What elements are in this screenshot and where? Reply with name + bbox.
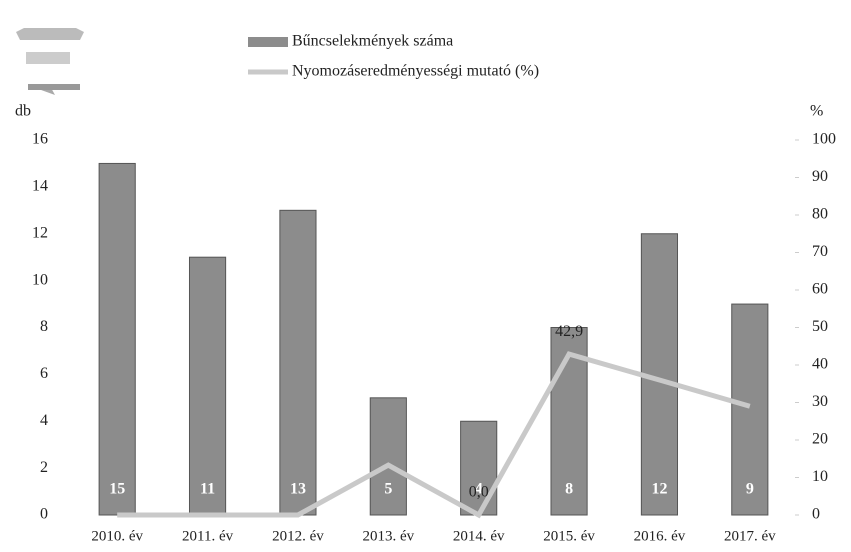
- bar: [98, 162, 136, 516]
- x-tick-label: 2012. év: [272, 528, 324, 544]
- bar-value-label: 13: [290, 481, 306, 498]
- y-tick-label: 6: [40, 365, 48, 382]
- x-tick-label: 2011. év: [182, 528, 234, 544]
- line: [117, 351, 751, 519]
- x-tick-label: 2014. év: [453, 528, 505, 544]
- legend-label: Bűncselekmények száma: [292, 33, 453, 50]
- y2-tick-label: 10: [812, 468, 828, 485]
- y2-tick-label: 70: [812, 243, 828, 260]
- bar: [279, 209, 317, 516]
- y2-axis-label: %: [810, 103, 823, 120]
- legend-swatch: [248, 37, 288, 47]
- y-tick-label: 4: [40, 412, 48, 429]
- bar-value-label: 11: [200, 481, 215, 498]
- bar-value-label: 9: [746, 481, 754, 498]
- y2-tick-label: 30: [812, 393, 828, 410]
- y2-tick-label: 20: [812, 431, 828, 448]
- y-axis-label: db: [15, 103, 31, 120]
- y-tick-label: 10: [32, 271, 48, 288]
- bar-value-label: 5: [384, 481, 392, 498]
- x-tick-label: 2017. év: [724, 528, 776, 544]
- line-value-label: 42,9: [555, 323, 583, 340]
- bar-value-label: 12: [651, 481, 667, 498]
- bar: [731, 303, 769, 516]
- bar: [460, 420, 498, 516]
- bar-value-label: 8: [565, 481, 573, 498]
- y-tick-label: 12: [32, 224, 48, 241]
- y-tick-label: 8: [40, 318, 48, 335]
- bar-value-label: 15: [109, 481, 125, 498]
- y2-tick-label: 50: [812, 318, 828, 335]
- bar-value-label: 4: [475, 481, 483, 498]
- y2-tick-label: 40: [812, 356, 828, 373]
- y-tick-label: 2: [40, 459, 48, 476]
- y2-tick-label: 90: [812, 168, 828, 185]
- y-tick-label: 14: [32, 178, 48, 195]
- y-tick-label: 16: [32, 131, 48, 148]
- bar: [369, 397, 407, 516]
- y2-tick-label: 0: [812, 506, 820, 523]
- logo: [16, 28, 84, 95]
- y2-tick-label: 60: [812, 281, 828, 298]
- x-tick-label: 2016. év: [634, 528, 686, 544]
- x-tick-label: 2013. év: [362, 528, 414, 544]
- line-value-label: 0,0: [469, 484, 489, 501]
- y2-tick-label: 80: [812, 206, 828, 223]
- y2-tick-label: 100: [812, 131, 836, 148]
- legend-label: Nyomozáseredményességi mutató (%): [292, 63, 539, 80]
- x-tick-label: 2015. év: [543, 528, 595, 544]
- x-tick-label: 2010. év: [91, 528, 143, 544]
- y-tick-label: 0: [40, 506, 48, 523]
- bar: [188, 256, 227, 516]
